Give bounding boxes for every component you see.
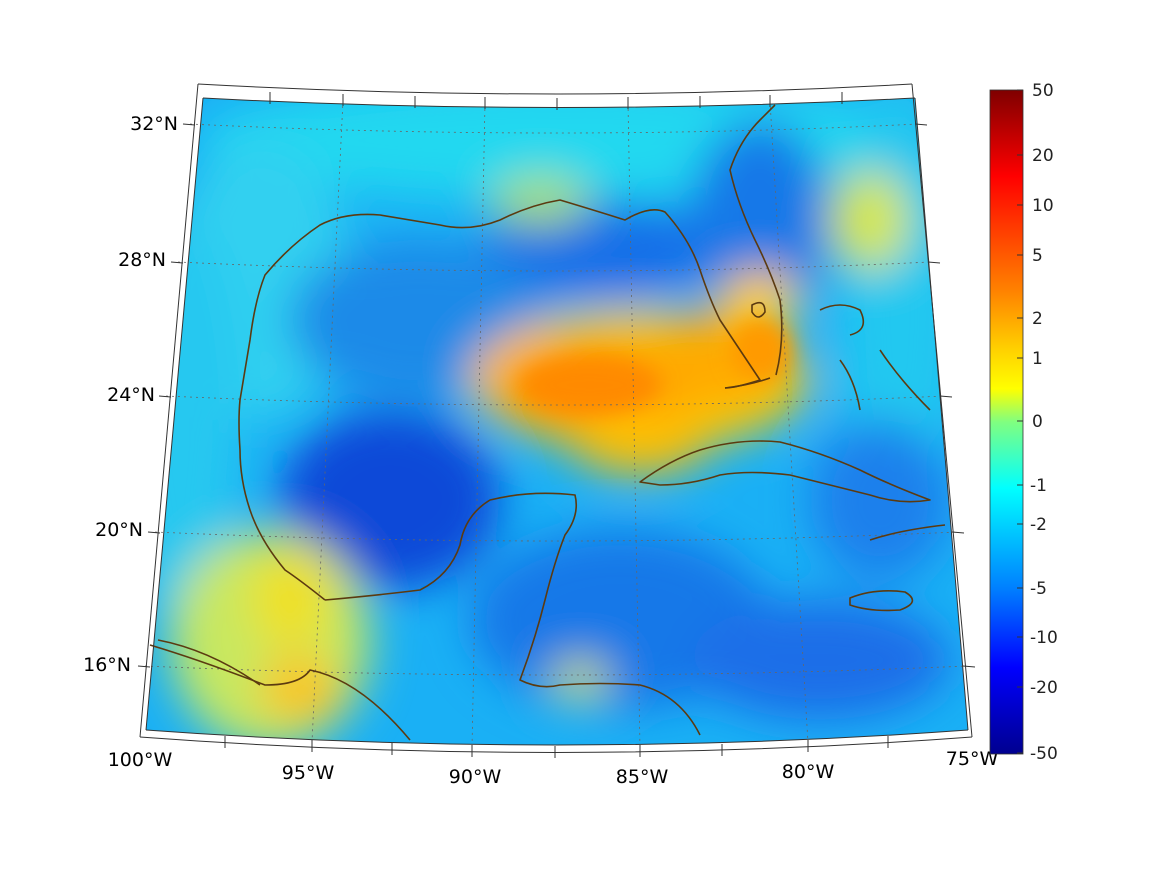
colorbar-label: -10 bbox=[1030, 628, 1058, 648]
lat-label: 32°N bbox=[130, 113, 178, 135]
lat-label: 28°N bbox=[118, 249, 166, 271]
colorbar-label: 1 bbox=[1032, 349, 1043, 369]
lat-label: 24°N bbox=[107, 384, 155, 406]
map-frame bbox=[139, 83, 973, 753]
colorbar-label: 10 bbox=[1032, 196, 1054, 216]
colorbar-label: -2 bbox=[1030, 515, 1047, 535]
lon-label: 100°W bbox=[108, 749, 173, 771]
colorbar-label: 0 bbox=[1032, 412, 1043, 432]
latitude-labels: 32°N 28°N 24°N 20°N 16°N bbox=[83, 113, 178, 676]
colorbar-label: -5 bbox=[1030, 579, 1047, 599]
lat-label: 16°N bbox=[83, 654, 131, 676]
graticule bbox=[144, 99, 968, 749]
longitude-labels: 100°W 95°W 90°W 85°W 80°W 75°W bbox=[108, 748, 999, 788]
colorbar-label: -50 bbox=[1030, 744, 1058, 764]
frame-ticks bbox=[137, 92, 976, 758]
lon-label: 80°W bbox=[782, 761, 835, 783]
lat-label: 20°N bbox=[95, 519, 143, 541]
colorbar-label: 5 bbox=[1032, 246, 1043, 266]
colorbar-label: -20 bbox=[1030, 678, 1058, 698]
lon-label: 75°W bbox=[946, 748, 999, 770]
colorbar-label: 50 bbox=[1032, 81, 1054, 101]
colorbar-label: 20 bbox=[1032, 146, 1054, 166]
data-field bbox=[146, 98, 968, 745]
lon-label: 90°W bbox=[449, 766, 502, 788]
lon-label: 95°W bbox=[282, 762, 335, 784]
colorbar-gradient bbox=[989, 89, 1024, 755]
colorbar-label: 2 bbox=[1032, 309, 1043, 329]
lon-label: 85°W bbox=[616, 766, 669, 788]
colorbar-label: -1 bbox=[1030, 476, 1047, 496]
colorbar: 50 20 10 5 2 1 0 -1 -2 -5 -10 -20 -50 bbox=[989, 81, 1058, 764]
coastlines bbox=[149, 104, 946, 741]
